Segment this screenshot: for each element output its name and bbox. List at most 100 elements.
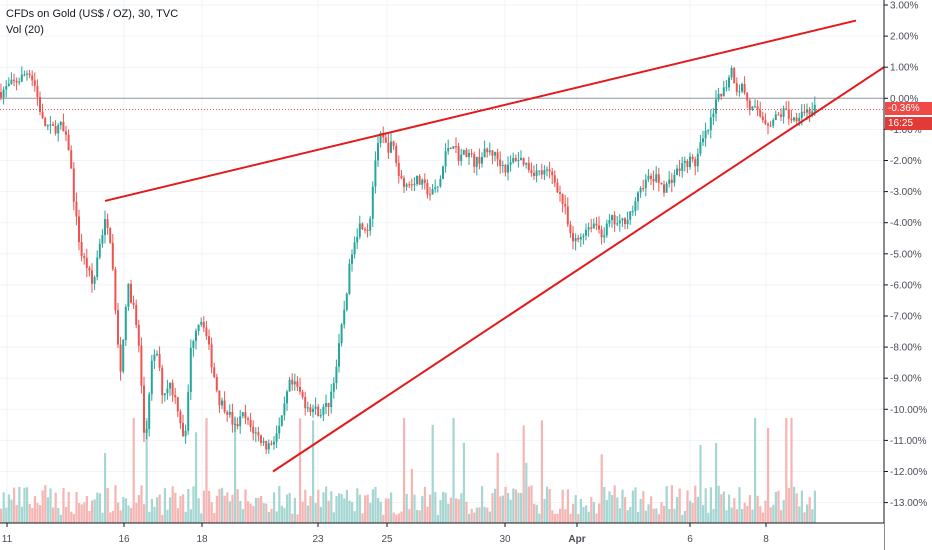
candle-body <box>2 89 5 98</box>
volume-bar <box>634 487 637 523</box>
volume-bar <box>317 489 320 523</box>
candle-body <box>317 406 320 417</box>
candle-body <box>117 310 119 345</box>
volume-bar <box>478 507 481 523</box>
candle-body <box>655 174 658 182</box>
volume-bar <box>192 486 195 523</box>
candle-body <box>501 164 504 166</box>
trendline-lower[interactable] <box>272 66 885 473</box>
candle-body <box>241 412 244 417</box>
volume-indicator-label[interactable]: Vol (20) <box>6 24 44 36</box>
volume-bar <box>543 498 546 523</box>
volume-bar <box>494 488 497 523</box>
volume-bar <box>670 485 673 523</box>
candle-body <box>725 87 728 89</box>
volume-bar <box>608 491 611 523</box>
volume-bar <box>78 503 81 523</box>
candle-body <box>754 106 756 108</box>
volume-bar <box>626 510 629 523</box>
volume-bar <box>390 492 393 523</box>
price-axis-background <box>884 0 932 550</box>
candle-body <box>668 179 671 184</box>
candle-body <box>36 85 39 98</box>
volume-bar <box>52 507 55 523</box>
volume-bar <box>678 488 681 523</box>
volume-bar <box>296 514 299 523</box>
volume-bar <box>371 489 374 523</box>
volume-bar <box>423 486 426 523</box>
candle-body <box>41 111 44 119</box>
volume-bar <box>574 495 577 523</box>
candle-body <box>704 130 707 139</box>
volume-bar <box>218 488 221 523</box>
y-tick-label: -9.00% <box>890 374 922 385</box>
volume-bar <box>748 495 751 523</box>
candle-body <box>187 392 190 431</box>
volume-bar <box>85 496 88 523</box>
y-tick-label: -11.00% <box>890 436 927 447</box>
volume-bar <box>496 452 499 523</box>
volume-bar <box>195 432 198 523</box>
volume-bar <box>577 514 580 523</box>
volume-bar <box>101 512 104 523</box>
candle-body <box>574 238 577 242</box>
candle-body <box>78 216 80 243</box>
candle-body <box>642 188 645 190</box>
candle-body <box>62 122 65 132</box>
candle-body <box>179 411 182 423</box>
trendlines[interactable] <box>104 19 885 473</box>
volume-bar <box>751 509 754 523</box>
candle-body <box>312 408 314 412</box>
volume-bar <box>288 492 291 523</box>
candle-body <box>707 130 710 132</box>
candle-body <box>351 254 353 264</box>
volume-bar <box>631 490 634 523</box>
volume-bar <box>327 500 330 523</box>
trendline-upper[interactable] <box>104 19 857 202</box>
candle-body <box>265 441 268 450</box>
volume-bar <box>707 512 710 523</box>
volume-bar <box>306 505 309 523</box>
volume-bar <box>468 513 471 523</box>
symbol-title[interactable]: CFDs on Gold (US$ / OZ), 30, TVC <box>6 8 179 20</box>
volume-bar <box>777 490 780 523</box>
candle-body <box>457 146 460 162</box>
volume-bar <box>683 510 686 523</box>
volume-bar <box>325 486 328 523</box>
volume-bar <box>738 487 741 523</box>
volume-bar <box>260 495 263 523</box>
candle-body <box>408 184 411 186</box>
candle-body <box>421 179 424 185</box>
candle-body <box>33 80 36 86</box>
volume-bar <box>598 503 601 523</box>
candle-body <box>143 385 145 433</box>
candle-body <box>0 92 2 98</box>
x-tick-label: 25 <box>381 534 393 545</box>
candle-body <box>374 160 377 187</box>
candle-body <box>72 168 75 202</box>
volume-bar <box>283 507 286 523</box>
candle-body <box>712 113 715 118</box>
candle-body <box>200 321 203 325</box>
volume-bar <box>127 505 130 523</box>
candle-body <box>288 379 291 392</box>
volume-bar <box>618 508 621 523</box>
volume-bar <box>741 508 744 523</box>
volume-bar <box>226 492 229 523</box>
candle-body <box>361 223 364 230</box>
candle-body <box>582 235 585 238</box>
volume-bar <box>611 495 614 523</box>
candle-body <box>390 141 392 153</box>
candle-body <box>18 81 21 83</box>
candle-body <box>434 187 437 190</box>
candle-body <box>462 149 465 155</box>
volume-bar <box>241 509 244 523</box>
volume-bar <box>754 418 757 523</box>
candle-body <box>371 186 374 219</box>
volume-bar <box>790 418 793 523</box>
volume-bar <box>603 487 606 523</box>
candle-body <box>488 150 491 153</box>
candle-body <box>31 75 34 81</box>
volume-bar <box>592 501 595 523</box>
